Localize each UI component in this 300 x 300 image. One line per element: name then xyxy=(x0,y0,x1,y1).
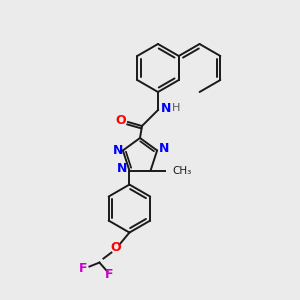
Text: O: O xyxy=(110,241,121,254)
Text: O: O xyxy=(116,115,126,128)
Text: N: N xyxy=(113,144,123,157)
Text: F: F xyxy=(79,262,88,275)
Text: N: N xyxy=(161,101,171,115)
Text: F: F xyxy=(105,268,114,281)
Text: N: N xyxy=(117,162,128,175)
Text: H: H xyxy=(172,103,180,113)
Text: CH₃: CH₃ xyxy=(172,166,192,176)
Text: N: N xyxy=(159,142,169,155)
